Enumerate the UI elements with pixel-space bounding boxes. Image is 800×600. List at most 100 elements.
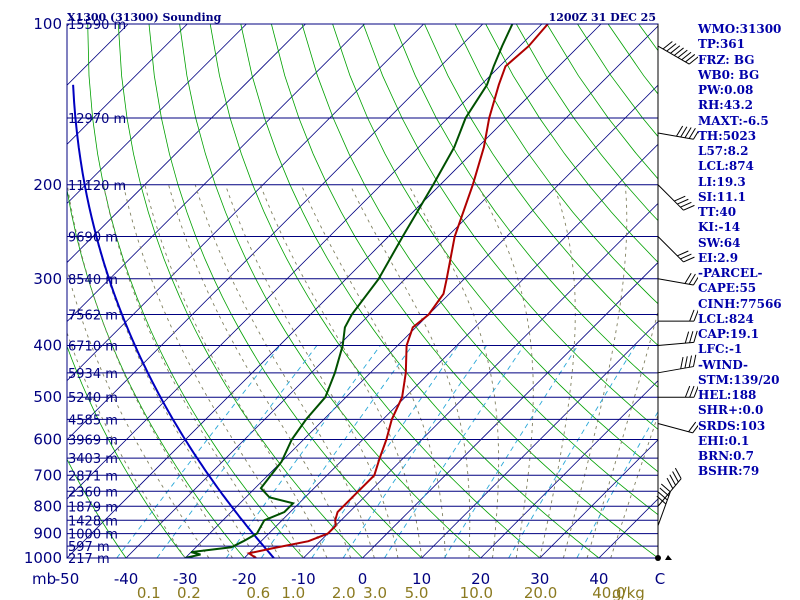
index-item: TH:5023	[698, 128, 757, 143]
isotherm-line	[67, 24, 484, 441]
index-item: STM:139/20	[698, 372, 780, 387]
height-label: 597 m	[68, 540, 110, 555]
index-item: -WIND-	[698, 357, 748, 372]
height-label: 6710 m	[68, 340, 118, 355]
dry-adiabat-line	[669, 24, 698, 558]
wind-barb	[658, 385, 698, 398]
temperature-tick-label: 30	[530, 570, 549, 588]
temperature-tick-label: -50	[55, 570, 80, 588]
pressure-tick-label: 900	[33, 525, 62, 543]
mixing-ratio-label: 40.0	[592, 584, 625, 600]
surface-marker	[655, 555, 661, 561]
pressure-tick-label: 300	[33, 270, 62, 288]
isotherm-line	[184, 84, 658, 558]
mixing-ratio-label: 3.0	[363, 584, 387, 600]
parcel-trace-line	[72, 84, 275, 558]
index-item: WB0: BG	[698, 67, 760, 82]
wind-barb	[657, 184, 695, 211]
isotherm-line	[67, 24, 188, 145]
y-axis-unit-label: mb	[32, 570, 56, 588]
isotherm-line	[421, 321, 658, 558]
height-label: 4585 m	[68, 413, 118, 428]
index-item: EI:2.9	[698, 250, 739, 265]
pressure-tick-label: 700	[33, 466, 62, 484]
wind-barb	[657, 354, 697, 374]
height-label: 5934 m	[68, 367, 118, 382]
index-item: WMO:31300	[698, 22, 782, 36]
moist-adiabat-line	[67, 267, 210, 558]
isotherm-line	[67, 24, 602, 558]
height-label: 3403 m	[68, 452, 118, 467]
plot-area	[67, 24, 658, 558]
pressure-tick-label: 500	[33, 388, 62, 406]
index-item: LI:19.3	[698, 174, 746, 189]
index-item: EHI:0.1	[698, 433, 750, 448]
index-item: HEL:188	[698, 388, 757, 402]
index-item: SI:11.1	[698, 189, 746, 204]
mixing-ratio-label: 5.0	[405, 584, 429, 600]
isotherm-line	[480, 380, 658, 558]
height-label: 11120 m	[68, 179, 126, 194]
temperature-profile-line	[246, 24, 549, 558]
mixing-ratio-label: 0.6	[246, 584, 270, 600]
pressure-tick-label: 400	[33, 337, 62, 355]
chart-title-right: 1200Z 31 DEC 25	[549, 11, 656, 24]
moist-adiabat-line	[122, 184, 304, 558]
wind-barb	[657, 125, 698, 140]
pressure-tick-label: 800	[33, 497, 62, 515]
isotherm-line	[67, 24, 247, 204]
index-item: -PARCEL-	[698, 266, 763, 280]
wind-barb	[657, 236, 695, 263]
temperature-tick-label: 40	[589, 570, 608, 588]
index-item: SHR+:0.0	[698, 403, 764, 418]
index-item: BRN:0.7	[698, 449, 754, 463]
mixing-ratio-label: 0.2	[177, 584, 201, 600]
isotherm-line	[125, 25, 658, 558]
index-item: LCL:874	[698, 159, 754, 174]
pressure-tick-label: 1000	[24, 549, 62, 567]
mixing-ratio-unit-label: g/kg	[612, 584, 645, 600]
temperature-tick-label: -10	[291, 570, 316, 588]
mixing-ratio-label: 10.0	[460, 584, 493, 600]
wind-barb	[657, 273, 698, 286]
height-label: 9690 m	[68, 230, 118, 245]
index-item: LCL:824	[698, 311, 754, 326]
indices-panel: WMO:31300 TP:361 FRZ: BG WB0: BG PW:0.08 RH:4…	[698, 22, 798, 480]
index-item: LFC:-1	[698, 342, 743, 357]
height-label: 1879 m	[68, 500, 118, 515]
wind-barb	[657, 41, 698, 65]
isotherm-line	[244, 143, 658, 558]
isotherm-line	[67, 24, 543, 500]
temperature-tick-label: -40	[114, 570, 139, 588]
moist-adiabat-line	[67, 184, 233, 558]
isotherm-line	[67, 24, 365, 323]
height-label: 3969 m	[68, 434, 118, 449]
wind-barb	[657, 330, 698, 346]
wind-barb	[658, 309, 698, 322]
index-item: TP:361	[698, 37, 746, 52]
moist-adiabat-line	[194, 184, 375, 558]
pressure-tick-label: 600	[33, 431, 62, 449]
dewpoint-profile-line	[184, 24, 514, 558]
index-item: FRZ: BG	[698, 52, 755, 67]
index-item: SW:64	[698, 235, 741, 250]
temperature-tick-label: 0	[358, 570, 368, 588]
isotherm-line	[303, 202, 658, 558]
isotherm-line	[67, 24, 306, 264]
height-label: 1000 m	[68, 528, 118, 543]
height-label: 12970 m	[68, 112, 126, 127]
index-item: KI:-14	[698, 220, 741, 235]
index-item: CAPE:55	[698, 281, 757, 296]
isotherm-line	[657, 557, 658, 558]
storm-motion-marker	[665, 555, 672, 560]
temperature-tick-label: 10	[412, 570, 431, 588]
height-label: 1428 m	[68, 514, 118, 529]
index-item: L57:8.2	[698, 144, 749, 158]
height-label: 15590 m	[68, 18, 126, 33]
height-label: 5240 m	[68, 391, 118, 406]
mixing-ratio-label: 2.0	[332, 584, 356, 600]
index-item: PW:0.08	[698, 83, 754, 97]
temperature-tick-label: 20	[471, 570, 490, 588]
temperature-tick-label: -30	[173, 570, 198, 588]
